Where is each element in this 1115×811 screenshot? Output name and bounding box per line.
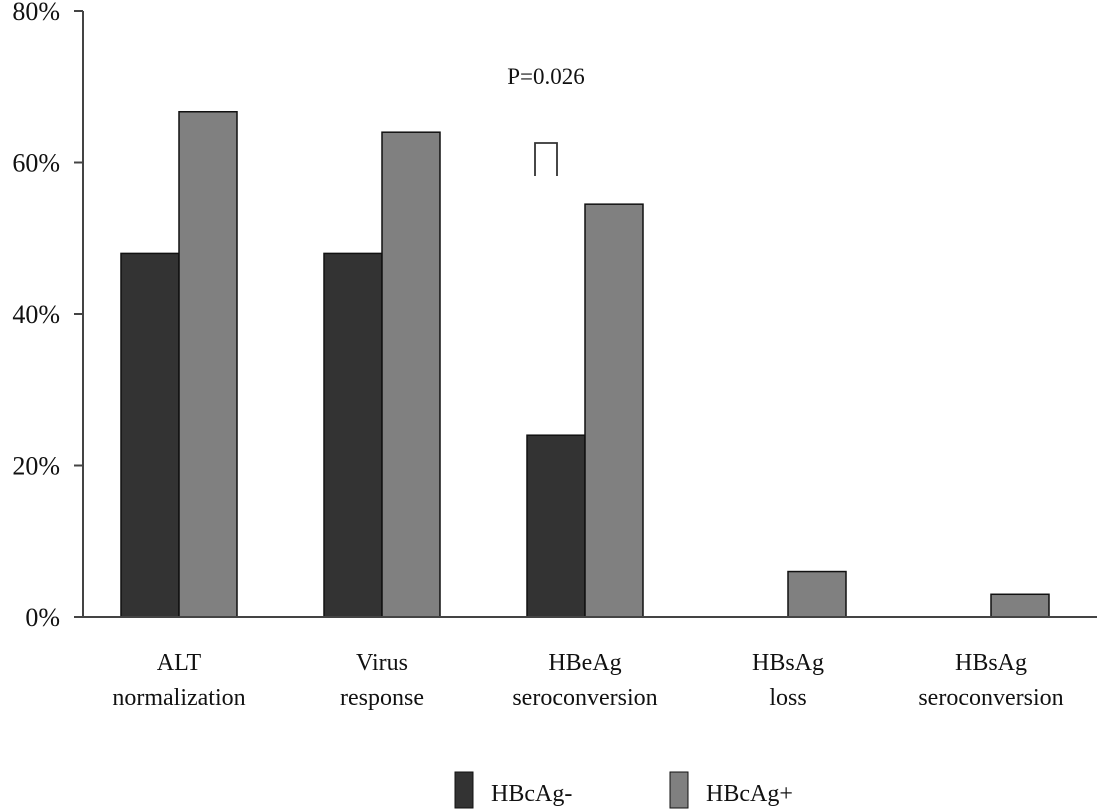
significance-annotation: P=0.026 — [507, 64, 585, 176]
x-category-label: HBsAg loss — [752, 650, 824, 711]
bar-hbcag-pos — [990, 593, 1050, 618]
bar-hbcag-neg — [120, 252, 180, 618]
significance-bracket — [534, 142, 558, 176]
x-axis: ALT normalization Virus response HBeAg seroco… — [83, 616, 1097, 711]
x-category-label: Virus response — [340, 650, 424, 711]
y-axis: 0% 20% 40% 60% 80% — [12, 0, 84, 632]
bar-hbcag-neg — [323, 252, 383, 618]
y-tick-label: 80% — [12, 0, 60, 26]
legend-label: HBcAg- — [491, 781, 572, 807]
bars — [120, 110, 1050, 618]
bar-hbcag-pos — [178, 110, 238, 618]
legend-swatch — [454, 771, 474, 809]
legend: HBcAg- HBcAg+ — [454, 771, 793, 809]
y-tick-label: 40% — [12, 300, 60, 329]
p-value-label: P=0.026 — [507, 64, 585, 89]
legend-label: HBcAg+ — [706, 781, 793, 807]
bar-hbcag-pos — [381, 131, 441, 618]
bar-hbcag-neg — [526, 434, 586, 618]
bar-hbcag-pos — [787, 570, 847, 618]
bar-hbcag-pos — [584, 203, 644, 618]
y-tick-label: 20% — [12, 452, 60, 481]
x-category-label: HBsAg seroconversion — [918, 650, 1063, 711]
x-category-label: HBeAg seroconversion — [512, 650, 657, 711]
y-tick-label: 0% — [25, 603, 60, 632]
x-category-label: ALT normalization — [112, 650, 245, 711]
y-tick-label: 60% — [12, 149, 60, 178]
legend-swatch — [669, 771, 689, 809]
